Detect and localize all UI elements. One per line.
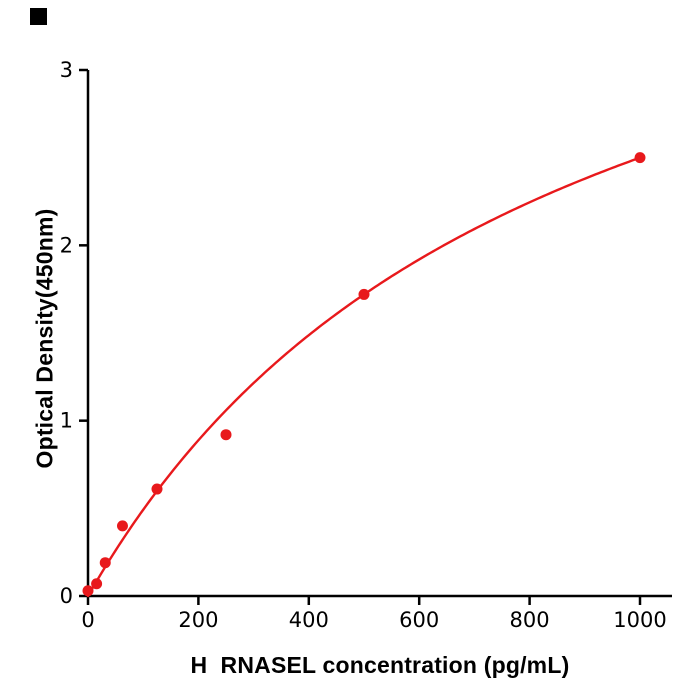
corner-marker [30,8,47,25]
y-tick-label: 0 [60,584,73,608]
x-tick-label: 200 [178,608,218,632]
data-point [358,288,370,300]
data-point [82,585,94,597]
data-point [99,557,111,569]
y-tick-label: 3 [60,58,73,82]
y-tick-label: 1 [60,409,73,433]
x-tick-label: 400 [289,608,329,632]
data-point [220,429,232,441]
x-axis-title: H RNASEL concentration (pg/mL) [190,652,570,678]
x-tick-label: 0 [81,608,94,632]
fit-curve [86,156,642,598]
data-point [91,578,103,590]
y-axis-title: Optical Density(450nm) [31,208,58,469]
x-tick-label: 600 [399,608,439,632]
data-point [117,520,128,532]
y-tick-label: 2 [60,233,73,257]
data-point [634,152,646,164]
x-tick-label: 1000 [613,608,666,632]
x-tick-label: 800 [510,608,550,632]
data-point [151,483,163,495]
